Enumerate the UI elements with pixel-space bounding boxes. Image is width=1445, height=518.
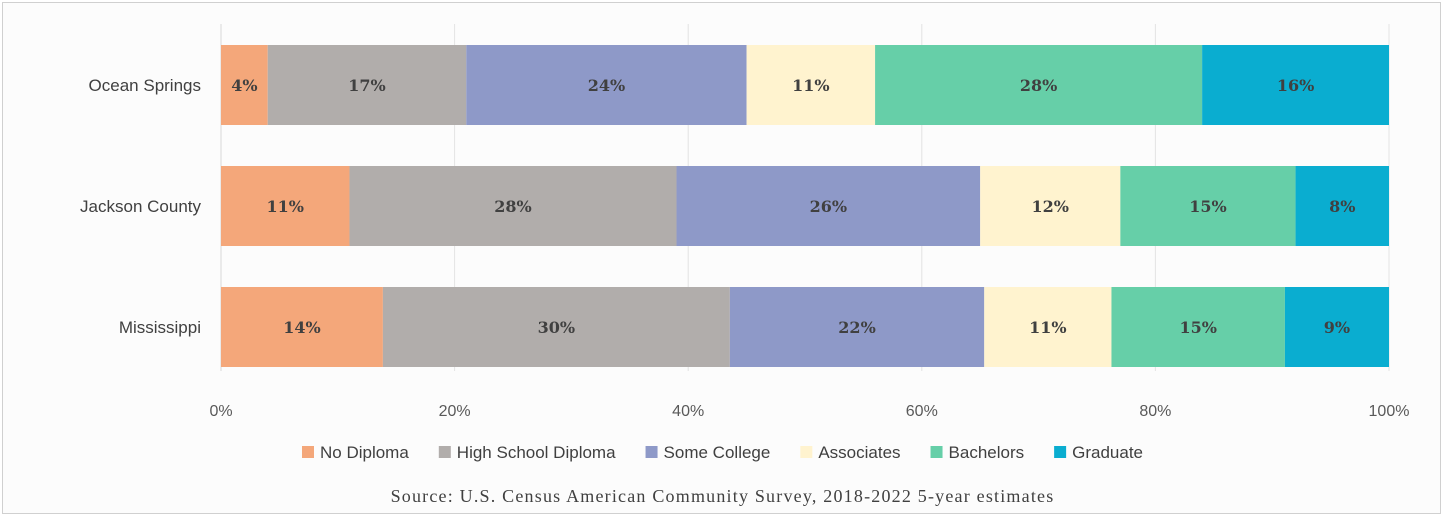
- category-label: Ocean Springs: [89, 76, 201, 95]
- stacked-bar-chart: 0% 20% 40% 60% 80% 100% Ocean Springs 4% 17% 24% 1…: [80, 24, 1410, 462]
- legend-swatch: [645, 446, 658, 458]
- legend-swatch: [930, 446, 943, 458]
- data-label: 14%: [283, 318, 320, 337]
- bar-segment: [1202, 45, 1389, 125]
- x-tick-label: 100%: [1369, 403, 1410, 420]
- data-label: 4%: [231, 76, 257, 95]
- legend-label: Bachelors: [949, 443, 1025, 462]
- data-label: 9%: [1324, 318, 1350, 337]
- x-tick-label: 80%: [1139, 403, 1171, 420]
- data-label: 11%: [1029, 318, 1066, 337]
- legend-swatch: [800, 446, 813, 458]
- data-label: 26%: [810, 197, 847, 216]
- bar-segment: [1284, 287, 1389, 367]
- data-label: 16%: [1277, 76, 1314, 95]
- x-tick-label: 20%: [439, 403, 471, 420]
- legend-label: High School Diploma: [457, 443, 616, 462]
- bar-segment: [382, 287, 730, 367]
- bar-segment: [676, 166, 981, 246]
- bar-segment: [267, 45, 467, 125]
- bar-segment: [466, 45, 747, 125]
- data-label: 28%: [1020, 76, 1057, 95]
- data-label: 8%: [1329, 197, 1355, 216]
- bar-segment: [1111, 287, 1285, 367]
- legend-label: No Diploma: [320, 443, 409, 462]
- bar-segment: [221, 287, 383, 367]
- data-label: 24%: [588, 76, 625, 95]
- legend-swatch: [301, 446, 314, 458]
- bar-segment: [1295, 166, 1389, 246]
- category-label: Jackson County: [80, 197, 201, 216]
- legend-label: Graduate: [1072, 443, 1143, 462]
- legend-label: Some College: [664, 443, 771, 462]
- x-tick-label: 40%: [672, 403, 704, 420]
- bar-segment: [221, 166, 350, 246]
- bar-segment: [221, 45, 268, 125]
- data-label: 12%: [1032, 197, 1069, 216]
- data-label: 15%: [1189, 197, 1226, 216]
- data-label: 30%: [538, 318, 575, 337]
- bar-segment: [875, 45, 1203, 125]
- bar-segment: [729, 287, 985, 367]
- data-label: 28%: [494, 197, 531, 216]
- bar-segment: [980, 166, 1121, 246]
- legend-swatch: [438, 446, 451, 458]
- bar-segment: [984, 287, 1112, 367]
- bar-segment: [746, 45, 876, 125]
- data-label: 15%: [1179, 318, 1216, 337]
- category-label: Mississippi: [119, 318, 201, 337]
- legend-swatch: [1054, 446, 1067, 458]
- data-label: 22%: [838, 318, 875, 337]
- legend-label: Associates: [818, 443, 900, 462]
- data-label: 11%: [267, 197, 304, 216]
- data-label: 11%: [792, 76, 829, 95]
- bar-segment: [1120, 166, 1296, 246]
- data-label: 17%: [348, 76, 385, 95]
- x-tick-label: 60%: [906, 403, 938, 420]
- source-note: Source: U.S. Census American Community S…: [390, 486, 1055, 506]
- x-tick-label: 0%: [209, 403, 232, 420]
- bar-segment: [349, 166, 677, 246]
